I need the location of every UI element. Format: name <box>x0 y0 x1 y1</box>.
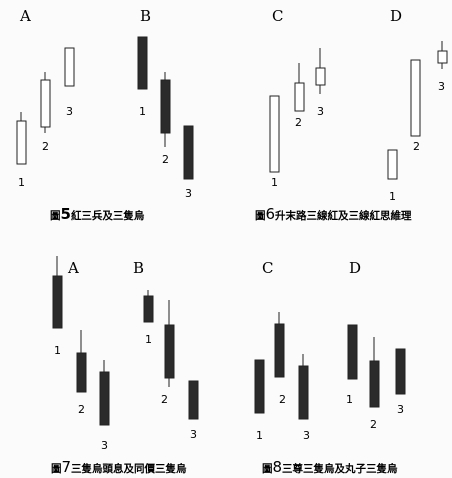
candle-label-fig6-c-1: 1 <box>271 176 278 189</box>
candle-label-fig7-b-3: 3 <box>190 428 197 441</box>
group-letter-fig8-c: C <box>262 259 273 277</box>
group-letter-fig7-b: B <box>133 259 144 277</box>
candle-label-fig5-a-2: 2 <box>42 140 49 153</box>
candle-fig7-b-2 <box>164 300 175 387</box>
candle-fig7-b-3 <box>188 380 199 420</box>
caption-fig7: 圖7三隻烏頭息及同價三隻烏 <box>51 458 187 476</box>
candle-label-fig8-d-2: 2 <box>370 418 377 431</box>
candle-label-fig5-b-1: 1 <box>139 105 146 118</box>
group-letter-fig7-a: A <box>67 259 79 277</box>
candle-fig8-c-2 <box>274 312 285 378</box>
candle-fig7-b-1 <box>143 290 154 323</box>
candle-label-fig8-c-2: 2 <box>279 393 286 406</box>
candle-fig6-d-1 <box>387 149 398 180</box>
group-letter-fig8-d: D <box>349 259 361 277</box>
caption-fig5: 圖5紅三兵及三隻烏 <box>50 205 145 223</box>
candle-label-fig5-b-2: 2 <box>162 153 169 166</box>
group-letter-fig6-c: C <box>272 7 283 25</box>
candle-label-fig8-c-1: 1 <box>256 429 263 442</box>
candle-fig5-b-3 <box>183 125 194 180</box>
candle-label-fig7-b-1: 1 <box>145 333 152 346</box>
candle-fig5-a-2 <box>40 72 51 133</box>
candle-label-fig7-b-2: 2 <box>161 393 168 406</box>
candle-label-fig5-b-3: 3 <box>185 187 192 200</box>
caption-fig8: 圖8三尊三隻烏及丸子三隻烏 <box>262 458 398 476</box>
candle-label-fig6-d-2: 2 <box>413 140 420 153</box>
candle-label-fig7-a-2: 2 <box>78 403 85 416</box>
candle-fig6-c-3 <box>315 48 326 94</box>
candle-fig5-a-1 <box>16 112 27 165</box>
candle-fig6-d-2 <box>410 59 421 137</box>
candle-label-fig6-d-1: 1 <box>389 190 396 203</box>
candle-label-fig8-d-3: 3 <box>397 403 404 416</box>
candle-label-fig5-a-1: 1 <box>18 176 25 189</box>
candle-label-fig7-a-3: 3 <box>101 439 108 452</box>
candle-fig7-a-3 <box>99 360 110 426</box>
candle-fig8-d-1 <box>347 324 358 380</box>
caption-fig6: 圖6升末路三線紅及三線紅思維理 <box>255 205 412 223</box>
candle-fig6-c-1 <box>269 95 280 173</box>
candle-label-fig7-a-1: 1 <box>54 344 61 357</box>
candle-label-fig8-d-1: 1 <box>346 393 353 406</box>
candle-fig7-a-1 <box>52 256 63 329</box>
candle-fig6-d-3 <box>437 41 448 69</box>
candle-label-fig6-d-3: 3 <box>438 80 445 93</box>
group-letter-fig5-a: A <box>19 7 31 25</box>
candle-fig5-b-2 <box>160 72 171 147</box>
group-letter-fig6-d: D <box>390 7 402 25</box>
candle-label-fig5-a-3: 3 <box>66 105 73 118</box>
candle-label-fig6-c-3: 3 <box>317 105 324 118</box>
candle-fig5-a-3 <box>64 47 75 87</box>
candle-fig6-c-2 <box>294 63 305 112</box>
candle-fig7-a-2 <box>76 330 87 393</box>
candle-fig8-d-2 <box>369 337 380 408</box>
candle-fig8-d-3 <box>395 348 406 395</box>
candle-fig5-b-1 <box>137 36 148 90</box>
candle-fig8-c-3 <box>298 354 309 420</box>
candle-fig8-c-1 <box>254 359 265 414</box>
candle-label-fig8-c-3: 3 <box>303 429 310 442</box>
group-letter-fig5-b: B <box>140 7 151 25</box>
candle-label-fig6-c-2: 2 <box>295 116 302 129</box>
